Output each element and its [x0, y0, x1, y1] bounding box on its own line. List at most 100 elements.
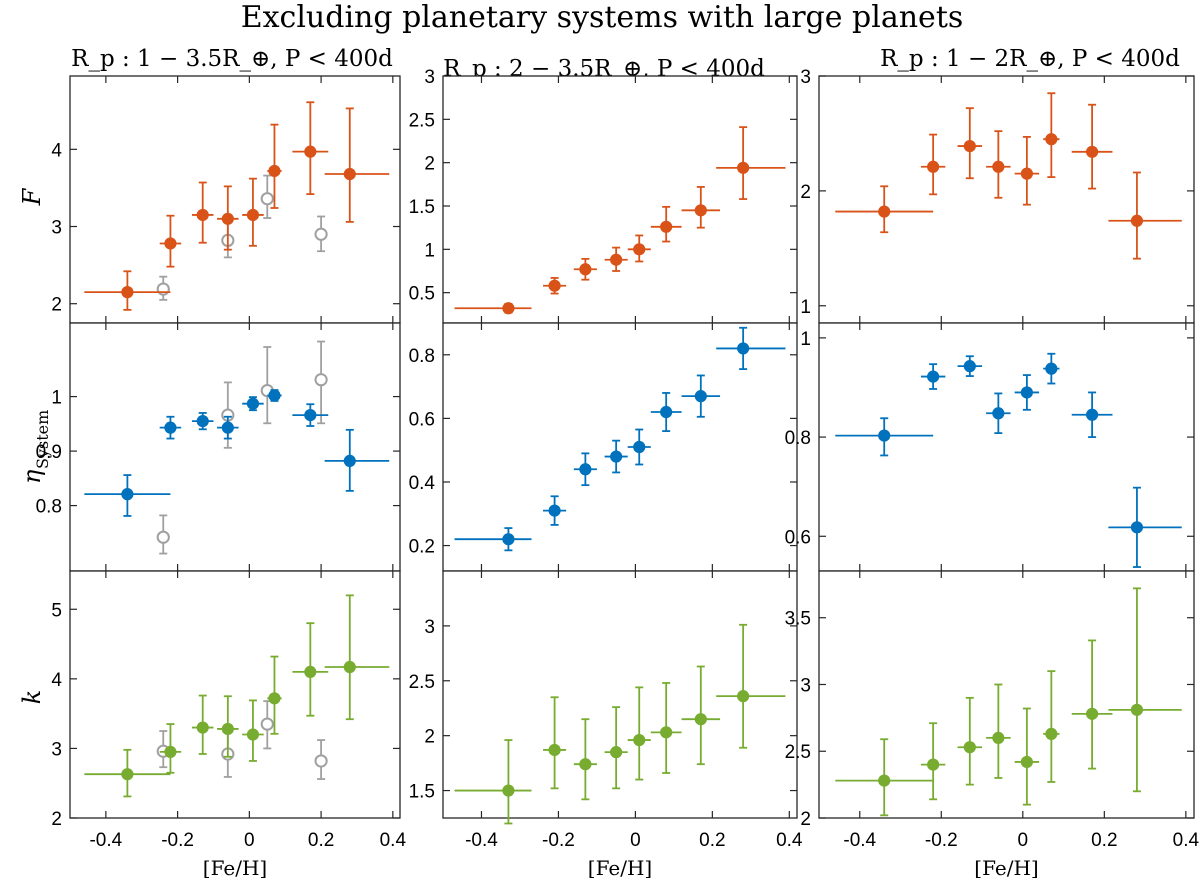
data-point	[324, 428, 390, 492]
marker-filled	[878, 429, 891, 442]
panel-eta-2: 0.2 0.4 0.6 0.8	[409, 322, 798, 572]
data-point	[292, 403, 329, 427]
series-comparison	[156, 340, 328, 555]
marker-filled	[1020, 755, 1033, 769]
data-point	[716, 623, 786, 749]
marker-filled	[737, 690, 750, 703]
column-title-3: R_p : 1 − 2R_⊕, P < 400d	[880, 46, 1180, 72]
y-tick-label: 2.5	[409, 110, 435, 131]
marker-filled	[221, 421, 234, 434]
y-tick-label: 1	[800, 329, 811, 350]
data-point	[454, 527, 532, 552]
series-main	[835, 587, 1182, 817]
data-point	[920, 363, 946, 390]
marker-filled	[502, 302, 515, 315]
y-tick-label: 3	[800, 675, 811, 696]
data-point	[1014, 135, 1040, 206]
data-point	[1043, 670, 1060, 783]
axes-box	[818, 75, 1195, 324]
marker-filled	[246, 728, 260, 741]
y-tick-label: 0.8	[785, 428, 811, 449]
marker-filled	[502, 784, 515, 797]
data-point	[650, 392, 682, 433]
data-point	[681, 665, 721, 766]
data-point	[835, 185, 934, 234]
marker-filled	[164, 421, 177, 434]
marker-filled	[1045, 362, 1058, 375]
y-tick-label: 2	[424, 154, 435, 175]
data-point	[1108, 486, 1182, 568]
x-tick-label: -0.4	[465, 830, 498, 851]
y-tick-label: 2	[51, 295, 62, 316]
data-point	[957, 355, 983, 377]
marker-filled	[927, 370, 940, 383]
marker-filled	[164, 745, 177, 759]
axes-box	[442, 322, 798, 572]
y-tick-label: 0.9	[36, 442, 62, 463]
data-point	[627, 686, 651, 781]
y-label-F: F	[18, 187, 46, 206]
axes-box	[69, 322, 401, 572]
marker-filled	[737, 342, 750, 355]
series-main	[835, 352, 1182, 568]
series-main	[835, 92, 1182, 260]
y-tick-label: 2	[800, 182, 811, 203]
panel-F-3: 1 2 3	[800, 67, 1195, 324]
data-point	[986, 392, 1011, 435]
data-point	[573, 257, 597, 281]
series-main	[84, 389, 390, 517]
x-axis-label: [Fe/H]	[974, 856, 1038, 880]
marker-filled	[164, 237, 177, 250]
marker-filled	[660, 220, 673, 233]
marker-filled	[268, 164, 281, 178]
marker-filled	[694, 390, 707, 403]
marker-filled	[927, 758, 940, 771]
y-tick-label: 1.5	[409, 782, 435, 803]
data-point	[84, 270, 171, 311]
y-tick-label: 0.6	[409, 409, 435, 430]
marker-open	[260, 192, 274, 206]
marker-filled	[610, 450, 623, 463]
marker-filled	[196, 721, 209, 734]
data-point	[627, 234, 651, 263]
data-point	[314, 739, 328, 780]
y-tick-label: 5	[51, 600, 62, 621]
marker-filled	[579, 463, 592, 476]
marker-filled	[633, 440, 646, 454]
data-point	[650, 682, 682, 774]
marker-filled	[268, 692, 281, 705]
data-point	[604, 439, 628, 474]
y-tick-label: 0.8	[409, 346, 435, 367]
marker-filled	[694, 204, 707, 217]
x-tick-label: -0.2	[161, 830, 194, 851]
marker-filled	[927, 160, 940, 173]
column-title-1: R_p : 1 − 3.5R_⊕, P < 400d	[71, 46, 393, 72]
y-label-k: k	[18, 690, 46, 705]
data-point	[454, 302, 532, 315]
data-point	[957, 696, 983, 786]
marker-filled	[610, 746, 623, 759]
y-tick-label: 3	[800, 67, 811, 88]
data-point	[324, 594, 390, 721]
marker-filled	[633, 733, 646, 747]
y-label-eta-subscript: System	[33, 410, 52, 469]
data-point	[191, 412, 214, 431]
marker-filled	[579, 263, 592, 276]
marker-filled	[121, 768, 134, 781]
marker-filled	[343, 454, 356, 467]
panel-k-2: 1.5 2 2.5 3 -0.4 -0.2 0 0.2 0.4 [Fe/H]	[409, 570, 803, 880]
x-tick-label: 0	[630, 830, 641, 851]
y-tick-label: 1.5	[409, 197, 435, 218]
marker-open	[260, 717, 274, 731]
y-tick-label: 0.2	[409, 537, 435, 558]
x-tick-label: 0	[1018, 830, 1029, 851]
data-point	[84, 748, 171, 798]
marker-filled	[878, 205, 891, 218]
data-point	[543, 495, 567, 526]
data-point	[627, 428, 651, 466]
data-point	[324, 107, 390, 223]
marker-filled	[1020, 386, 1033, 399]
data-point	[716, 126, 786, 200]
y-tick-label: 0.6	[785, 527, 811, 548]
data-point	[543, 277, 567, 295]
